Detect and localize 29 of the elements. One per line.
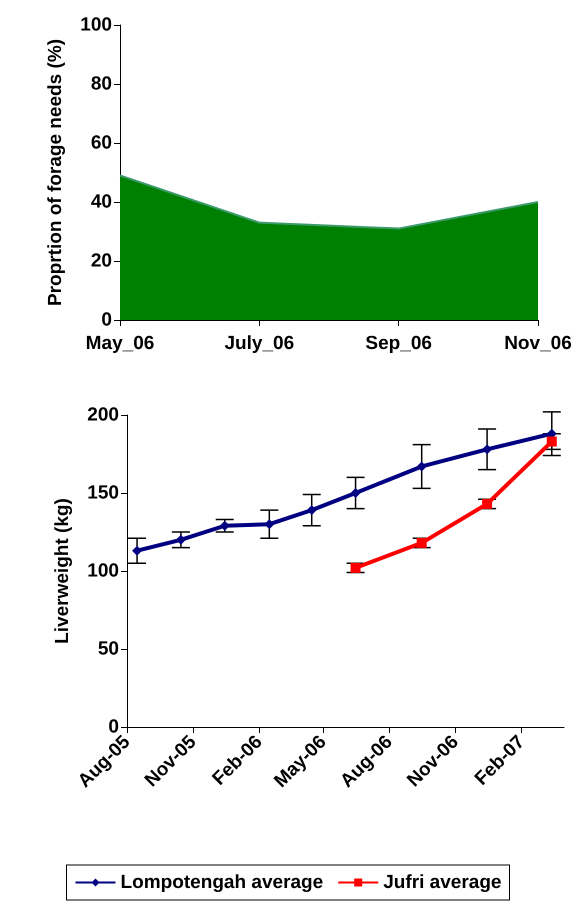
legend-label: Jufri average xyxy=(383,872,502,893)
point xyxy=(546,436,557,447)
y-tick-label: 20 xyxy=(90,250,112,272)
y-tick-label: 0 xyxy=(108,716,119,738)
point xyxy=(132,546,142,556)
y-tick-label: 200 xyxy=(87,404,119,426)
point xyxy=(306,505,317,516)
point xyxy=(482,444,492,454)
x-tick-label: July_06 xyxy=(224,333,294,354)
y-tick-label: 150 xyxy=(87,482,119,504)
y-axis-title: Proprtion of forage needs (%) xyxy=(45,38,66,306)
y-tick-label: 50 xyxy=(98,638,119,660)
x-tick-label: Nov_06 xyxy=(504,333,572,354)
y-tick-label: 100 xyxy=(87,560,119,582)
x-tick-label: Sep_06 xyxy=(365,333,432,354)
y-tick-label: 60 xyxy=(90,132,112,154)
point xyxy=(482,498,492,509)
y-tick-label: 40 xyxy=(90,192,112,212)
point xyxy=(350,488,361,498)
y-tick-label: 80 xyxy=(90,74,112,94)
y-tick-label: 100 xyxy=(80,14,112,36)
y-tick-label: 0 xyxy=(101,310,112,330)
point xyxy=(416,538,427,548)
point xyxy=(350,562,361,573)
y-axis-title: Liverweight (kg) xyxy=(52,498,73,644)
point xyxy=(176,534,186,545)
legend-label: Lompotengah average xyxy=(120,872,324,893)
x-tick-label: May_06 xyxy=(86,333,154,354)
point xyxy=(416,461,427,472)
